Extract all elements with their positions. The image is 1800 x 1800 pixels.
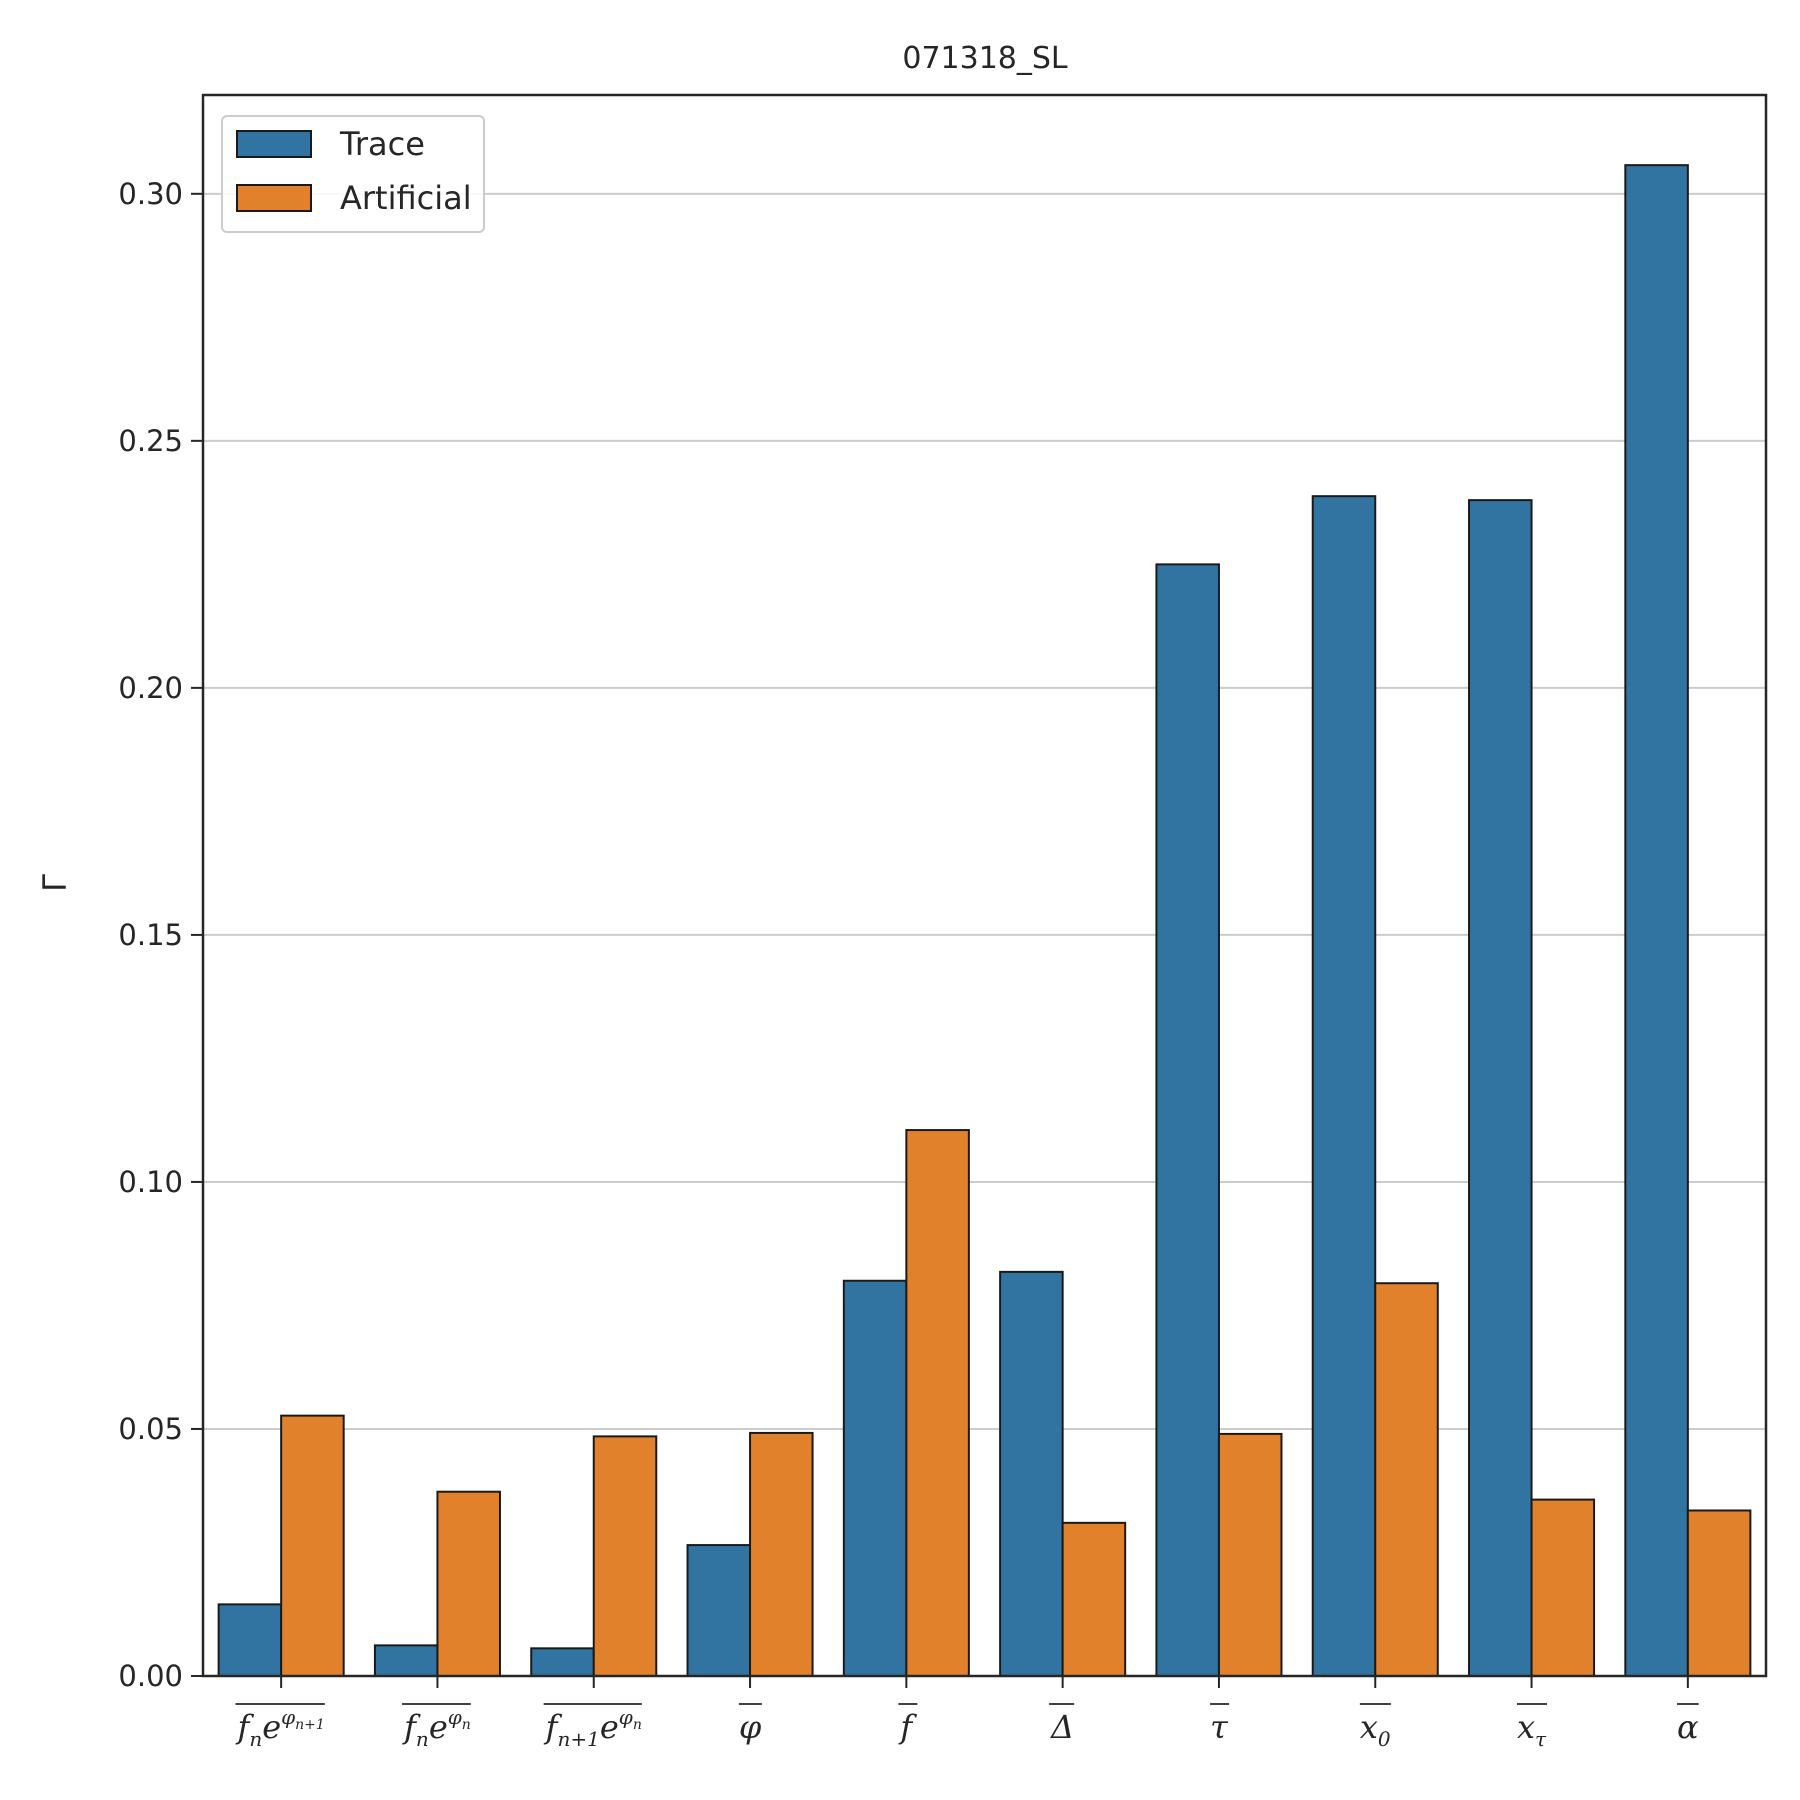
x-tick-label-text: fneφn — [402, 1705, 471, 1751]
bar-trace-6 — [1155, 563, 1220, 1677]
bar-trace-8 — [1468, 499, 1533, 1678]
legend: Trace Artificial — [221, 115, 485, 233]
bar-artificial-1 — [436, 1490, 501, 1678]
y-tick-label: 0.05 — [118, 1412, 183, 1446]
y-axis-label: Γ — [36, 874, 74, 892]
bar-artificial-0 — [280, 1414, 345, 1677]
bar-artificial-4 — [905, 1129, 970, 1677]
x-tick-label-base: φ — [739, 1708, 762, 1746]
bar-artificial-6 — [1217, 1432, 1283, 1678]
gridlines — [203, 192, 1766, 1430]
x-tick-label-text: α — [1677, 1708, 1699, 1746]
x-tick-label-text: Δ — [1049, 1708, 1074, 1746]
x-tick-label: φ — [738, 1703, 762, 1746]
bar-artificial-7 — [1374, 1282, 1439, 1678]
x-tick-label-sup-sub: n — [462, 1717, 471, 1733]
y-tick-label: 0.10 — [118, 1165, 183, 1199]
y-tick-label: 0.15 — [118, 918, 183, 952]
x-tick-label-sup-sub: n — [633, 1717, 642, 1733]
bar-trace-4 — [842, 1279, 908, 1677]
x-tick-label-sup-sub: n+1 — [295, 1717, 325, 1733]
bar-trace-3 — [686, 1544, 752, 1678]
axes — [201, 93, 1768, 1678]
x-tick-label-e: e — [600, 1708, 619, 1746]
legend-label-trace: Trace — [339, 125, 425, 163]
bar-trace-2 — [530, 1647, 595, 1678]
bar-trace-7 — [1311, 495, 1377, 1678]
x-tick-label-base: Δ — [1049, 1708, 1074, 1746]
y-tick-label: 0.30 — [118, 177, 183, 211]
x-tick-label-sup-base: φ — [448, 1705, 462, 1729]
x-tick-label-sub: n+1 — [557, 1727, 599, 1751]
x-tick-label: fneφn — [402, 1703, 471, 1751]
y-axis-ticks: 0.00 0.05 0.10 0.15 0.20 0.25 0.30 — [118, 177, 203, 1693]
bar-artificial-9 — [1686, 1509, 1752, 1677]
bar-trace-5 — [999, 1270, 1064, 1678]
chart-title: 071318_SL — [902, 41, 1068, 76]
x-tick-label-base: x — [1517, 1708, 1535, 1746]
x-tick-label-e: e — [429, 1708, 448, 1746]
x-tick-label-sub: 0 — [1378, 1727, 1391, 1751]
bar-artificial-3 — [749, 1431, 814, 1678]
x-tick-label-text: τ — [1210, 1708, 1229, 1746]
bar-artificial-8 — [1530, 1498, 1596, 1677]
bars — [217, 164, 1752, 1678]
y-tick-label: 0.20 — [118, 671, 183, 705]
x-tick-label: α — [1677, 1703, 1699, 1746]
bar-trace-1 — [373, 1644, 439, 1678]
x-tick-label-e: e — [262, 1708, 281, 1746]
x-tick-label-sup-base: φ — [619, 1705, 633, 1729]
x-tick-label-base: x — [1360, 1708, 1378, 1746]
x-tick-label-base: τ — [1210, 1708, 1229, 1746]
x-tick-label-text: xτ — [1517, 1708, 1547, 1751]
x-tick-label-base: α — [1677, 1708, 1699, 1746]
bar-trace-0 — [217, 1603, 283, 1678]
bar-artificial-5 — [1061, 1521, 1127, 1677]
x-tick-label: τ — [1210, 1703, 1230, 1746]
legend-swatch-trace — [236, 130, 312, 158]
bar-artificial-2 — [592, 1435, 658, 1677]
x-tick-label-sub: n — [249, 1727, 262, 1751]
x-tick-label: x0 — [1359, 1703, 1391, 1751]
y-tick-label: 0.00 — [118, 1659, 183, 1693]
legend-label-artificial: Artificial — [340, 179, 472, 217]
x-tick-label-sub: n — [416, 1727, 429, 1751]
legend-swatch-artificial — [236, 184, 312, 212]
x-tick-label: xτ — [1516, 1703, 1548, 1751]
x-tick-label-text: x0 — [1360, 1708, 1391, 1751]
x-tick-label-sup-base: φ — [281, 1705, 295, 1729]
plot-frame — [201, 93, 1768, 1678]
y-tick-label: 0.25 — [118, 424, 183, 458]
x-tick-label-text: φ — [739, 1708, 762, 1746]
x-tick-label: Δ — [1049, 1703, 1075, 1746]
bar-trace-9 — [1624, 164, 1689, 1678]
x-tick-label-sub: τ — [1535, 1727, 1547, 1751]
